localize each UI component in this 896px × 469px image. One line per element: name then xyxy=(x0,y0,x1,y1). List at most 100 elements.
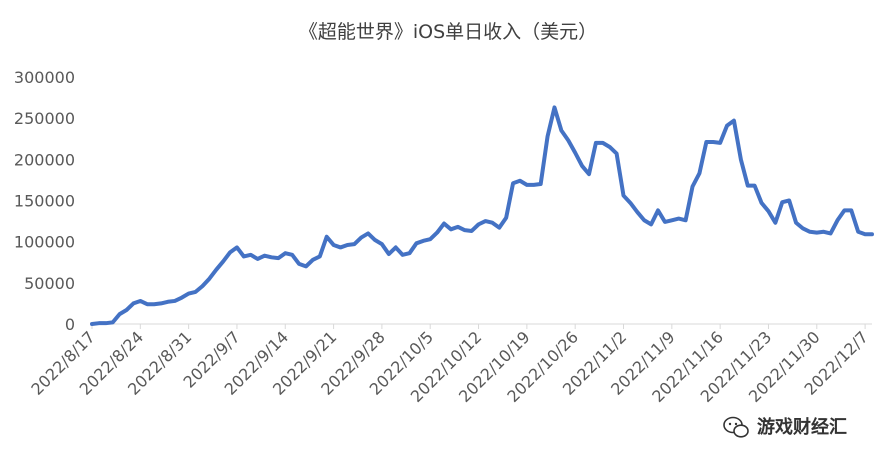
data-point xyxy=(574,152,576,154)
y-tick-label: 250000 xyxy=(14,109,75,128)
x-axis xyxy=(91,324,866,329)
data-point xyxy=(139,300,141,302)
data-point xyxy=(160,302,162,304)
data-point xyxy=(581,165,583,167)
data-point xyxy=(857,231,859,233)
data-point xyxy=(443,223,445,225)
data-point xyxy=(657,209,659,211)
data-point xyxy=(795,222,797,224)
data-point xyxy=(402,254,404,256)
data-point xyxy=(264,255,266,257)
data-point xyxy=(547,135,549,137)
data-point xyxy=(616,153,618,155)
data-point xyxy=(754,185,756,187)
data-point xyxy=(374,239,376,241)
data-point xyxy=(850,209,852,211)
data-point xyxy=(484,220,486,222)
data-point xyxy=(595,142,597,144)
data-point xyxy=(830,232,832,234)
data-point xyxy=(512,182,514,184)
data-point xyxy=(491,222,493,224)
data-point xyxy=(222,260,224,262)
y-tick-label: 100000 xyxy=(14,233,75,252)
data-point xyxy=(250,254,252,256)
data-point xyxy=(692,186,694,187)
data-point xyxy=(705,141,707,143)
data-point xyxy=(457,226,459,228)
data-point xyxy=(864,233,866,235)
data-point xyxy=(284,252,286,254)
data-point xyxy=(298,263,300,265)
y-tick-label: 300000 xyxy=(14,68,75,87)
data-point xyxy=(836,219,838,221)
data-point xyxy=(747,185,749,187)
data-point xyxy=(540,183,542,185)
data-point xyxy=(181,297,183,299)
data-point xyxy=(788,200,790,201)
data-point xyxy=(326,236,328,238)
data-point xyxy=(698,172,700,174)
data-point xyxy=(257,258,259,260)
y-tick-label: 0 xyxy=(65,315,75,334)
data-point xyxy=(126,309,128,311)
data-point xyxy=(567,139,569,141)
data-point xyxy=(816,232,818,234)
chart-title: 《超能世界》iOS单日收入（美元） xyxy=(299,21,597,43)
series-line-daily-revenue xyxy=(90,105,874,326)
data-point xyxy=(712,141,714,143)
data-point xyxy=(367,232,369,234)
data-point xyxy=(319,255,321,257)
data-point xyxy=(277,257,279,259)
data-point xyxy=(671,219,673,221)
y-axis: 0 50000 100000 150000 200000 250000 300000 xyxy=(14,68,75,334)
data-point xyxy=(346,244,348,246)
data-point xyxy=(409,252,411,254)
data-point xyxy=(395,246,397,248)
data-point xyxy=(533,184,535,186)
wechat-icon xyxy=(723,416,749,438)
data-point xyxy=(774,222,776,224)
data-point xyxy=(388,253,390,255)
data-point xyxy=(215,269,217,271)
data-point xyxy=(588,173,590,175)
data-point xyxy=(91,323,93,325)
data-point xyxy=(802,227,804,229)
data-point xyxy=(167,301,169,303)
data-point xyxy=(719,142,721,144)
data-point xyxy=(823,231,825,233)
data-point xyxy=(478,223,480,225)
data-point xyxy=(353,243,355,245)
data-point xyxy=(119,313,121,315)
data-point xyxy=(553,106,555,108)
data-point xyxy=(636,211,638,213)
data-point xyxy=(678,218,680,220)
data-point xyxy=(422,240,424,242)
data-point xyxy=(526,184,528,186)
data-point xyxy=(112,321,114,323)
data-point xyxy=(429,238,431,240)
y-tick-label: 150000 xyxy=(14,192,75,211)
data-point xyxy=(560,130,562,132)
data-point xyxy=(201,285,203,287)
data-point xyxy=(519,180,521,182)
data-point xyxy=(146,303,148,305)
data-point xyxy=(229,251,231,253)
data-point xyxy=(132,302,134,304)
data-point xyxy=(505,217,507,219)
data-point xyxy=(291,254,293,256)
data-point xyxy=(153,303,155,305)
data-point xyxy=(105,322,107,324)
data-point xyxy=(236,246,238,248)
data-point xyxy=(664,221,666,223)
y-tick-label: 50000 xyxy=(24,274,75,293)
data-point xyxy=(643,219,645,221)
data-point xyxy=(360,237,362,239)
data-point xyxy=(650,223,652,225)
data-point xyxy=(602,142,604,144)
watermark-text: 游戏财经汇 xyxy=(757,416,847,438)
data-point xyxy=(781,201,783,203)
data-point xyxy=(270,256,272,258)
data-point xyxy=(629,202,631,204)
data-point xyxy=(623,195,624,197)
data-point xyxy=(767,210,769,212)
